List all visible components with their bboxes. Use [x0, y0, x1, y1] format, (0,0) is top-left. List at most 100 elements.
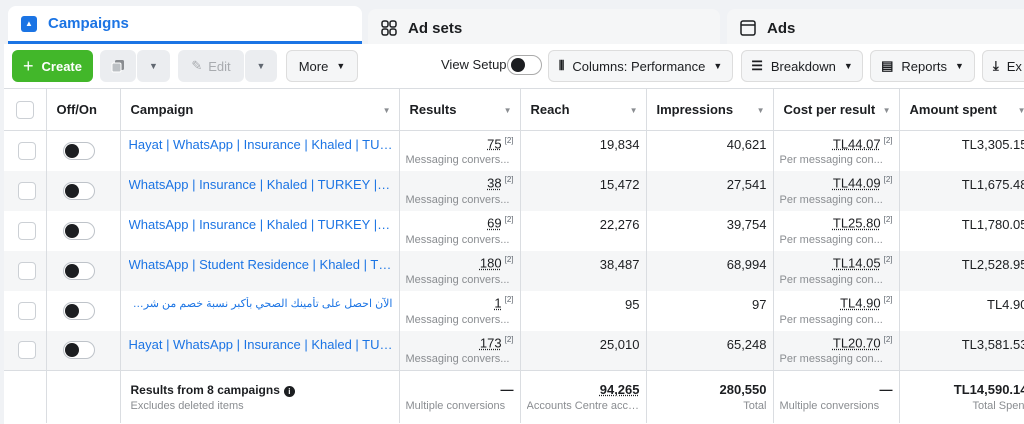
- table-row[interactable]: WhatsApp | Insurance | Khaled | TURKEY |…: [4, 210, 1024, 251]
- footnote-marker: [2]: [883, 295, 893, 305]
- cpr-value[interactable]: TL4.90: [840, 295, 881, 311]
- results-value[interactable]: 173: [479, 335, 502, 351]
- reports-icon: ▤: [881, 58, 894, 73]
- header-cost-per-result-label: Cost per result: [783, 102, 876, 117]
- pencil-icon: ✎: [191, 58, 203, 73]
- cpr-cell: TL44.07 [2] Per messaging con...: [773, 130, 900, 171]
- cpr-value[interactable]: TL14.05: [832, 255, 881, 271]
- row-select-cell: [4, 330, 47, 371]
- results-value[interactable]: 69: [487, 215, 502, 231]
- campaign-name-link[interactable]: Hayat | WhatsApp | Insurance | Khaled | …: [128, 336, 393, 352]
- campaign-toggle[interactable]: [62, 141, 95, 160]
- results-value[interactable]: 1: [494, 295, 502, 311]
- impressions-cell: 27,541: [646, 170, 774, 211]
- row-checkbox[interactable]: [18, 301, 36, 320]
- row-checkbox[interactable]: [18, 181, 36, 200]
- spent-value: TL3,305.15: [961, 137, 1024, 152]
- reach-cell: 38,487: [520, 250, 647, 291]
- reports-button[interactable]: ▤ Reports ▼: [870, 50, 975, 82]
- table-row[interactable]: الآن احصل على تأمينك الصحي بأكبر نسبة خص…: [4, 290, 1024, 331]
- header-off-on-label: Off/On: [56, 102, 97, 117]
- tab-bar: Campaigns Ad sets Ads: [0, 0, 1024, 47]
- campaign-name-link[interactable]: WhatsApp | Insurance | Khaled | TURKEY |…: [128, 176, 393, 192]
- footnote-marker: [2]: [504, 135, 514, 145]
- campaign-name-link[interactable]: Hayat | WhatsApp | Insurance | Khaled | …: [128, 137, 393, 152]
- row-checkbox[interactable]: [18, 341, 36, 360]
- results-value[interactable]: 75: [487, 135, 502, 151]
- edit-button[interactable]: ✎ Edit: [178, 50, 244, 82]
- table-row[interactable]: Hayat | WhatsApp | Insurance | Khaled | …: [4, 330, 1024, 371]
- columns-icon: ⦀: [558, 58, 565, 73]
- row-toggle-cell: [46, 290, 121, 331]
- chevron-down-icon: ▼: [256, 61, 266, 71]
- edit-label: Edit: [208, 58, 231, 74]
- footnote-marker: [2]: [504, 215, 514, 225]
- row-toggle-cell: [46, 330, 121, 371]
- cpr-value-wrap: TL20.70 [2]: [780, 335, 893, 350]
- view-setup-toggle[interactable]: [507, 55, 542, 75]
- campaign-toggle[interactable]: [62, 301, 95, 320]
- breakdown-button[interactable]: ☰ Breakdown ▼: [741, 50, 863, 82]
- sort-icon: ▼: [882, 106, 891, 115]
- tab-ads[interactable]: Ads: [727, 9, 1024, 47]
- cpr-value[interactable]: TL20.70: [832, 335, 881, 351]
- total-reach-sub: Accounts Centre acco...: [526, 399, 640, 412]
- spent-cell: TL3,581.53: [899, 330, 1024, 371]
- header-results[interactable]: Results ▼: [399, 88, 521, 131]
- total-spent-cell: TL14,590.14 Total Spent: [899, 370, 1024, 423]
- footnote-marker: [2]: [883, 135, 893, 145]
- impressions-value: 68,994: [726, 256, 767, 272]
- tab-campaigns[interactable]: Campaigns: [8, 6, 362, 44]
- cpr-value[interactable]: TL44.07: [832, 135, 881, 151]
- campaign-toggle[interactable]: [62, 341, 95, 360]
- campaign-toggle[interactable]: [62, 221, 95, 240]
- results-sub: Messaging convers...: [405, 153, 510, 166]
- cpr-value[interactable]: TL25.80: [832, 215, 881, 231]
- export-button[interactable]: ⤓ Ex: [982, 50, 1024, 82]
- total-cpr-cell: — Multiple conversions: [773, 370, 900, 423]
- results-cell: 75 [2] Messaging convers...: [399, 130, 521, 171]
- results-sub: Messaging convers...: [405, 313, 510, 326]
- total-results: —: [500, 381, 514, 397]
- columns-button[interactable]: ⦀ Columns: Performance ▼: [548, 50, 733, 82]
- table-row[interactable]: Hayat | WhatsApp | Insurance | Khaled | …: [4, 130, 1024, 171]
- header-reach[interactable]: Reach ▼: [520, 88, 647, 131]
- campaign-name-link[interactable]: WhatsApp | Student Residence | Khaled | …: [128, 256, 393, 272]
- cpr-cell: TL14.05 [2] Per messaging con...: [773, 250, 900, 291]
- header-off-on: Off/On: [46, 88, 121, 131]
- header-amount-spent-label: Amount spent: [909, 102, 997, 117]
- reach-value: 25,010: [599, 336, 640, 352]
- select-all-checkbox[interactable]: [16, 100, 34, 119]
- impressions-cell: 65,248: [646, 330, 774, 371]
- header-amount-spent[interactable]: Amount spent ▼: [899, 88, 1024, 131]
- table-row[interactable]: WhatsApp | Student Residence | Khaled | …: [4, 250, 1024, 291]
- more-button[interactable]: More ▼: [286, 50, 358, 82]
- row-checkbox[interactable]: [18, 141, 36, 160]
- row-checkbox[interactable]: [18, 261, 36, 280]
- campaign-icon: [20, 15, 38, 33]
- campaign-name-cell: Hayat | WhatsApp | Insurance | Khaled | …: [120, 130, 400, 171]
- header-impressions[interactable]: Impressions ▼: [646, 88, 774, 131]
- header-campaign[interactable]: Campaign ▼: [120, 88, 400, 131]
- total-sub: Excludes deleted items: [130, 399, 244, 412]
- table-row[interactable]: WhatsApp | Insurance | Khaled | TURKEY |…: [4, 170, 1024, 211]
- create-button[interactable]: + Create: [12, 50, 93, 82]
- header-cost-per-result[interactable]: Cost per result ▼: [773, 88, 900, 131]
- campaign-name-link[interactable]: WhatsApp | Insurance | Khaled | TURKEY |…: [128, 216, 393, 232]
- results-value[interactable]: 38: [487, 175, 502, 191]
- row-checkbox[interactable]: [18, 221, 36, 240]
- results-value[interactable]: 180: [479, 255, 502, 271]
- campaign-toggle[interactable]: [62, 261, 95, 280]
- reach-cell: 22,276: [520, 210, 647, 251]
- edit-dropdown-button[interactable]: ▼: [245, 50, 277, 82]
- cpr-value[interactable]: TL44.09: [832, 175, 881, 191]
- duplicate-dropdown-button[interactable]: ▼: [137, 50, 170, 82]
- tab-adsets[interactable]: Ad sets: [368, 9, 720, 47]
- campaign-toggle[interactable]: [62, 181, 95, 200]
- total-impressions: 280,550: [719, 381, 767, 397]
- results-cell: 173 [2] Messaging convers...: [399, 330, 521, 371]
- info-icon[interactable]: i: [283, 385, 295, 397]
- reach-value: 22,276: [599, 216, 640, 232]
- campaign-name-link[interactable]: الآن احصل على تأمينك الصحي بأكبر نسبة خص…: [129, 297, 393, 310]
- duplicate-button[interactable]: [100, 50, 136, 82]
